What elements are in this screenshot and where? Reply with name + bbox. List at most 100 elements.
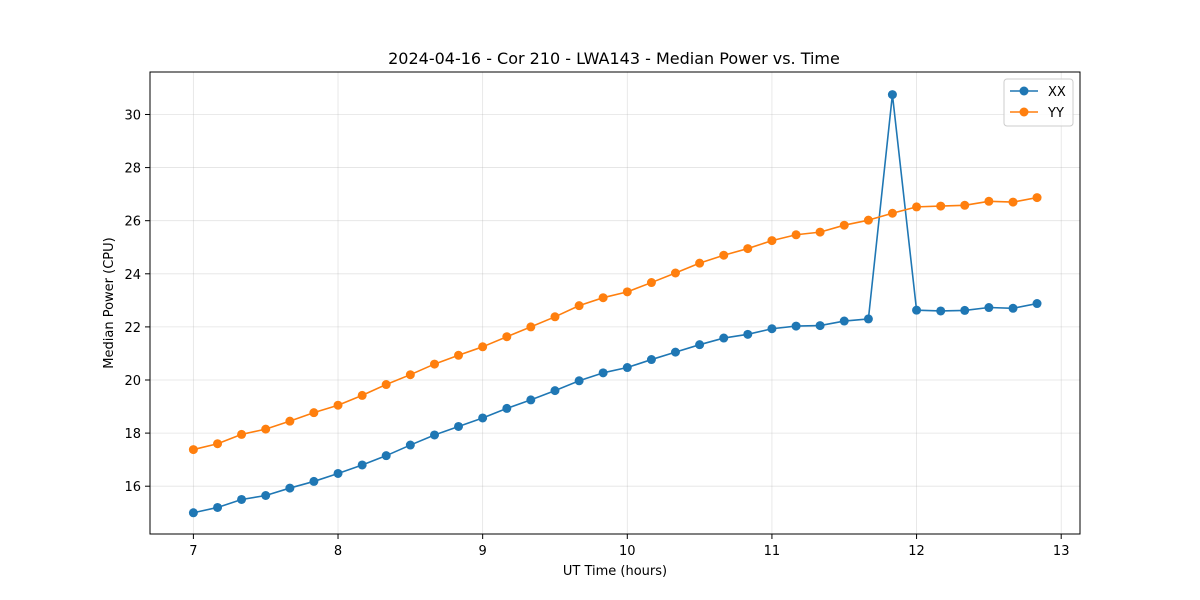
grid-layer	[150, 72, 1080, 534]
data-point-yy	[670, 268, 680, 278]
data-point-yy	[550, 312, 560, 322]
data-point-yy	[285, 416, 295, 426]
data-point-xx	[454, 421, 464, 431]
data-point-yy	[574, 301, 584, 311]
legend-items: XX YY	[1010, 85, 1066, 121]
data-point-yy	[984, 196, 994, 206]
x-axis-label: UT Time (hours)	[563, 564, 667, 579]
data-point-xx	[405, 440, 415, 450]
legend-marker-xx	[1019, 86, 1029, 96]
data-point-yy	[502, 332, 512, 342]
y-tick-label: 16	[124, 480, 141, 495]
data-point-yy	[381, 380, 391, 390]
x-tick-label: 9	[479, 544, 487, 559]
data-point-xx	[1008, 303, 1018, 313]
data-point-xx	[791, 321, 801, 331]
data-point-xx	[936, 306, 946, 316]
plot-frame	[149, 71, 1081, 535]
data-point-xx	[574, 376, 584, 386]
data-point-yy	[912, 202, 922, 212]
data-point-xx	[815, 321, 825, 331]
data-point-xx	[478, 413, 488, 423]
y-tick-label: 28	[124, 162, 141, 177]
data-point-yy	[333, 400, 343, 410]
legend: XX YY	[1003, 78, 1074, 127]
data-point-yy	[815, 227, 825, 237]
data-point-yy	[936, 201, 946, 211]
data-point-xx	[526, 395, 536, 405]
data-point-xx	[188, 508, 198, 518]
data-point-xx	[237, 494, 247, 504]
data-point-yy	[767, 236, 777, 246]
data-point-yy	[454, 350, 464, 360]
data-point-yy	[357, 390, 367, 400]
data-point-xx	[429, 430, 439, 440]
data-point-yy	[309, 408, 319, 418]
y-tick-label: 20	[124, 374, 141, 389]
y-tick-label: 26	[124, 215, 141, 230]
x-tick-label: 12	[908, 544, 925, 559]
data-point-yy	[743, 244, 753, 254]
data-point-yy	[188, 445, 198, 455]
data-point-xx	[261, 491, 271, 500]
x-tick-label: 8	[334, 544, 342, 559]
x-tick-label: 13	[1053, 544, 1070, 559]
data-point-yy	[261, 424, 271, 434]
data-point-yy	[598, 293, 608, 303]
data-point-xx	[960, 305, 970, 315]
data-point-xx	[213, 502, 223, 512]
data-point-yy	[478, 342, 488, 352]
data-point-yy	[863, 215, 873, 225]
y-tick-label: 30	[124, 108, 141, 123]
legend-marker-yy	[1019, 107, 1029, 117]
data-point-xx	[1032, 299, 1042, 309]
y-tick-label: 18	[124, 427, 141, 442]
legend-label-yy: YY	[1047, 106, 1064, 121]
y-tick-label: 24	[124, 268, 141, 283]
data-point-xx	[285, 483, 295, 493]
data-point-yy	[695, 258, 705, 268]
data-point-xx	[357, 460, 367, 470]
data-point-yy	[405, 370, 415, 380]
data-point-yy	[646, 278, 656, 288]
data-point-xx	[670, 347, 680, 357]
data-point-xx	[502, 403, 512, 413]
data-point-yy	[1008, 197, 1018, 207]
x-tick-label: 11	[764, 544, 781, 559]
series-layer	[188, 90, 1042, 518]
data-point-xx	[598, 368, 608, 378]
data-point-yy	[526, 322, 536, 332]
data-point-yy	[237, 429, 247, 439]
data-point-yy	[791, 230, 801, 240]
data-point-xx	[887, 90, 897, 100]
y-tick-label: 22	[124, 321, 141, 336]
data-point-yy	[213, 439, 223, 449]
data-point-xx	[646, 355, 656, 365]
data-point-yy	[1032, 193, 1042, 203]
data-point-xx	[695, 340, 705, 350]
data-point-xx	[622, 363, 632, 373]
data-point-xx	[381, 451, 391, 461]
data-point-xx	[863, 314, 873, 324]
data-point-xx	[333, 468, 343, 478]
data-point-xx	[719, 333, 729, 343]
data-point-xx	[912, 305, 922, 315]
data-point-xx	[550, 386, 560, 396]
data-point-yy	[839, 220, 849, 230]
chart-title: 2024-04-16 - Cor 210 - LWA143 - Median P…	[388, 49, 840, 68]
data-point-xx	[743, 329, 753, 339]
data-point-yy	[887, 208, 897, 218]
data-point-xx	[839, 316, 849, 326]
data-point-yy	[960, 200, 970, 210]
data-point-yy	[719, 250, 729, 260]
legend-label-xx: XX	[1048, 85, 1066, 100]
tick-layer: 7 8 9 10 11 12 13 16 18 20 22 24 26 28 30	[124, 108, 1069, 559]
data-point-xx	[767, 324, 777, 334]
data-point-xx	[309, 476, 319, 486]
data-point-yy	[429, 359, 439, 369]
data-point-yy	[622, 287, 632, 297]
x-tick-label: 10	[619, 544, 636, 559]
y-axis-label: Median Power (CPU)	[102, 237, 117, 368]
data-point-xx	[984, 303, 994, 313]
